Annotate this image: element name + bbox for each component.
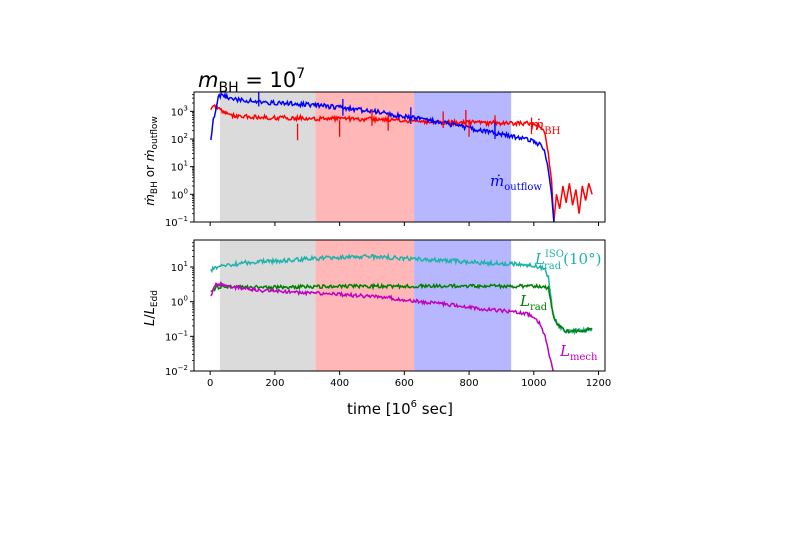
x-tick-label: 600 — [395, 378, 414, 389]
series-line-LradISO(10°) — [210, 252, 593, 336]
x-tick-label: 0 — [207, 378, 213, 389]
y-tick-label: 102 — [171, 132, 188, 146]
series-label-Lrad: Lrad — [519, 292, 548, 313]
figure-title: mBH = 107 — [198, 66, 305, 96]
y-tick-label: 103 — [171, 104, 188, 118]
y-tick-label: 100 — [171, 187, 188, 201]
x-tick-label: 1200 — [586, 378, 611, 389]
shaded-region-3 — [414, 92, 512, 222]
series-label-ṁBH: ṁBH — [530, 116, 561, 137]
y-tick-label: 10−2 — [165, 364, 188, 378]
axes-frame — [193, 239, 606, 372]
y-tick-label: 101 — [171, 160, 188, 174]
series-line-Lmech — [210, 280, 554, 371]
series-label-Lmech: Lmech — [559, 342, 598, 363]
series-label-ṁoutflow: ṁoutflow — [490, 172, 542, 193]
x-axis-label: time [106 sec] — [347, 399, 453, 418]
shaded-region-2 — [315, 240, 415, 371]
x-tick-label: 400 — [330, 378, 349, 389]
series-line-ṁBH — [210, 102, 593, 222]
shaded-region-1 — [219, 92, 316, 222]
y-tick-label: 100 — [171, 295, 188, 309]
series-label-LradISO(10°): LISO rad (10°) — [534, 249, 601, 272]
bottom-panel: 10−2 10−1 100 101 0 200 400 600 800 1000 1200 LISO r… — [165, 239, 611, 389]
series-line-ṁoutflow — [210, 92, 555, 222]
x-tick-label: 800 — [460, 378, 479, 389]
y-tick-label: 10−1 — [165, 215, 188, 229]
top-ylabel: ṁBH or ṁoutflow — [143, 116, 160, 206]
top-panel: 10−1 100 101 102 103 ṁBH ṁoutflow — [165, 91, 606, 229]
x-tick-label: 1000 — [521, 378, 546, 389]
axes-frame — [193, 91, 606, 223]
y-tick-label: 10−1 — [165, 329, 188, 343]
bottom-ylabel: L/LEdd — [143, 290, 160, 326]
x-tick-label: 200 — [265, 378, 284, 389]
series-line-Lrad — [210, 282, 593, 335]
y-tick-label: 101 — [171, 260, 188, 274]
